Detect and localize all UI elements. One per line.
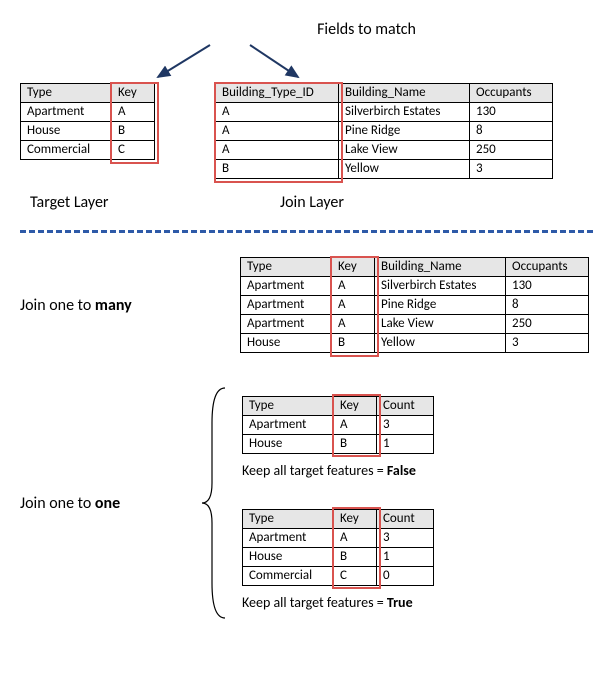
one-to-one-false-table-cell: 3 <box>377 415 434 434</box>
target-layer-label: Target Layer <box>30 193 280 212</box>
layer-labels-row: Target Layer Join Layer <box>20 193 593 212</box>
target-table-cell: House <box>21 122 112 141</box>
one-to-one-true-block: TypeKeyCountApartmentA3HouseB1Commercial… <box>242 509 434 611</box>
one-to-one-false-table-header-0: Type <box>243 396 334 415</box>
one-to-many-table-cell: Apartment <box>241 277 332 296</box>
join-table-cell: Yellow <box>339 160 470 179</box>
one-to-one-true-table-cell: House <box>243 547 334 566</box>
one-to-one-false-table-highlight <box>332 394 381 457</box>
join-table-cell: Lake View <box>339 141 470 160</box>
one-to-one-true-table-cell: 3 <box>377 528 434 547</box>
arrows-svg <box>20 41 593 81</box>
one-to-one-true-table-cell: 1 <box>377 547 434 566</box>
one-to-one-tables: TypeKeyCountApartmentA3HouseB1 Keep all … <box>242 396 434 611</box>
one-to-many-table-cell: 130 <box>506 277 589 296</box>
one-to-one-false-table-cell: Apartment <box>243 415 334 434</box>
join-table-header-2: Occupants <box>470 84 553 103</box>
one-to-one-true-table-cell: Commercial <box>243 566 334 585</box>
one-to-many-table-row: HouseBYellow3 <box>241 334 589 353</box>
one-to-one-true-table-wrap: TypeKeyCountApartmentA3HouseB1Commercial… <box>242 509 434 586</box>
caption-true-pre: Keep all target features = <box>242 594 387 611</box>
one-to-one-false-table-cell: House <box>243 434 334 453</box>
caption-true-bold: True <box>387 594 413 611</box>
caption-true: Keep all target features = True <box>242 594 434 611</box>
one-to-many-table-cell: Apartment <box>241 315 332 334</box>
one-to-many-table-cell: Yellow <box>375 334 506 353</box>
join-table-highlight <box>214 82 343 183</box>
section-divider <box>20 230 593 233</box>
join-table-cell: 250 <box>470 141 553 160</box>
join-table-cell: Pine Ridge <box>339 122 470 141</box>
one-to-one-false-table-cell: 1 <box>377 434 434 453</box>
one-to-many-table-wrap: TypeKeyBuilding_NameOccupantsApartmentAS… <box>240 257 589 353</box>
target-table-header-0: Type <box>21 84 112 103</box>
one-to-many-table-row: ApartmentASilverbirch Estates130 <box>241 277 589 296</box>
join-layer-label: Join Layer <box>280 193 344 212</box>
one-to-many-table-header-3: Occupants <box>506 258 589 277</box>
brace-icon <box>200 383 230 623</box>
one-to-many-table-cell: 3 <box>506 334 589 353</box>
one-to-many-table-row: ApartmentALake View250 <box>241 315 589 334</box>
join-table-wrap: Building_Type_IDBuilding_NameOccupantsAS… <box>215 83 553 179</box>
one-to-many-table-highlight <box>330 256 379 357</box>
top-tables-row: TypeKeyApartmentAHouseBCommercialC Build… <box>20 83 593 179</box>
one-to-many-table-cell: Apartment <box>241 296 332 315</box>
one-to-one-false-table-wrap: TypeKeyCountApartmentA3HouseB1 <box>242 396 434 454</box>
one-to-many-table-cell: House <box>241 334 332 353</box>
one-to-many-table-cell: 250 <box>506 315 589 334</box>
one-to-many-table-cell: Pine Ridge <box>375 296 506 315</box>
join-table-cell: 130 <box>470 103 553 122</box>
one-to-many-table-cell: Lake View <box>375 315 506 334</box>
one-to-one-section: Join one to one TypeKeyCountApartmentA3H… <box>20 383 593 623</box>
one-to-many-table: TypeKeyBuilding_NameOccupantsApartmentAS… <box>240 257 589 353</box>
one-to-one-false-table-header-2: Count <box>377 396 434 415</box>
arrows-container <box>20 41 593 81</box>
one-to-many-table-header-0: Type <box>241 258 332 277</box>
one-to-one-true-table-cell: Apartment <box>243 528 334 547</box>
caption-false-bold: False <box>387 462 416 479</box>
join-table-cell: Silverbirch Estates <box>339 103 470 122</box>
one-to-one-pre: Join one to <box>20 494 95 513</box>
one-to-many-table-cell: 8 <box>506 296 589 315</box>
one-to-many-pre: Join one to <box>20 296 95 315</box>
one-to-one-true-table-header-0: Type <box>243 509 334 528</box>
one-to-one-true-table-header-2: Count <box>377 509 434 528</box>
one-to-many-bold: many <box>95 296 132 315</box>
one-to-many-table-row: ApartmentAPine Ridge8 <box>241 296 589 315</box>
one-to-many-label: Join one to many <box>20 296 200 315</box>
target-table-cell: Apartment <box>21 103 112 122</box>
target-table-cell: Commercial <box>21 141 112 160</box>
one-to-many-table-header-2: Building_Name <box>375 258 506 277</box>
one-to-one-true-table-highlight <box>332 507 381 589</box>
join-table-cell: 3 <box>470 160 553 179</box>
join-table-cell: 8 <box>470 122 553 141</box>
one-to-one-label: Join one to one <box>20 494 200 513</box>
one-to-one-false-block: TypeKeyCountApartmentA3HouseB1 Keep all … <box>242 396 434 479</box>
target-table-highlight <box>110 82 159 164</box>
one-to-many-section: Join one to many TypeKeyBuilding_NameOcc… <box>20 257 593 353</box>
one-to-many-table-cell: Silverbirch Estates <box>375 277 506 296</box>
caption-false: Keep all target features = False <box>242 462 434 479</box>
join-table-header-1: Building_Name <box>339 84 470 103</box>
target-table-wrap: TypeKeyApartmentAHouseBCommercialC <box>20 83 155 160</box>
one-to-one-true-table-cell: 0 <box>377 566 434 585</box>
one-to-one-bold: one <box>95 494 120 513</box>
caption-false-pre: Keep all target features = <box>242 462 387 479</box>
fields-to-match-label: Fields to match <box>140 20 593 39</box>
